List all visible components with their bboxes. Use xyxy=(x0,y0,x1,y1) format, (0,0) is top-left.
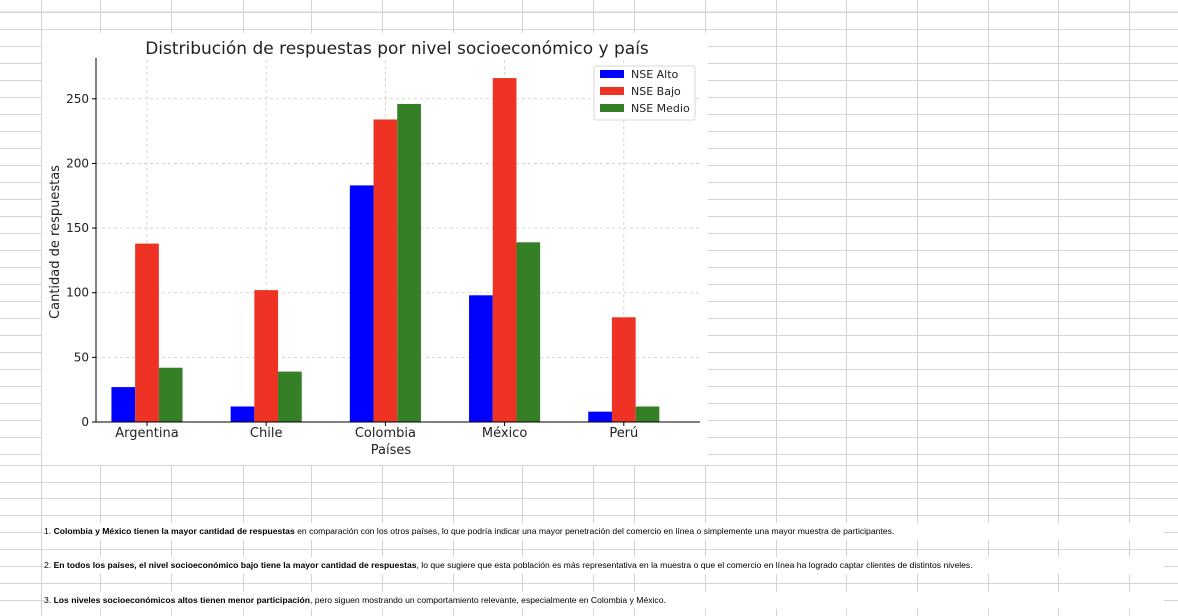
legend-swatch xyxy=(600,87,624,95)
legend-label: NSE Medio xyxy=(631,102,690,115)
y-axis-label: Cantidad de respuestas xyxy=(48,165,63,319)
y-tick-label: 250 xyxy=(66,92,89,106)
legend-label: NSE Alto xyxy=(631,68,679,81)
bar-colombia-nse-alto xyxy=(349,185,374,422)
note-2-number: 2. xyxy=(44,560,52,570)
bar-colombia-nse-medio xyxy=(397,103,421,422)
y-tick-label: 0 xyxy=(81,415,89,429)
chart-title: Distribución de respuestas por nivel soc… xyxy=(145,39,649,59)
note-3-bold: Los niveles socioeconómicos altos tienen… xyxy=(53,595,311,605)
bar-perú-nse-bajo xyxy=(611,317,636,422)
bar-argentina-nse-bajo xyxy=(135,243,159,422)
x-tick-label-perú: Perú xyxy=(609,426,638,441)
bar-méxico-nse-alto xyxy=(469,295,493,422)
legend-swatch xyxy=(600,70,624,78)
note-3-number: 3. xyxy=(44,595,52,605)
y-tick-labels: 0 50 100 150 200 250 xyxy=(66,92,89,429)
bar-colombia-nse-bajo xyxy=(373,119,398,422)
x-tick-labels: Argentina Chile Colombia México Perú xyxy=(115,426,638,441)
x-tick-label-colombia: Colombia xyxy=(355,426,416,441)
x-tick-label-méxico: México xyxy=(482,426,527,441)
chart-bars xyxy=(111,78,660,422)
x-tick-label-argentina: Argentina xyxy=(115,426,178,441)
bar-méxico-nse-medio xyxy=(516,242,541,422)
bar-méxico-nse-bajo xyxy=(492,78,517,422)
legend-label: NSE Bajo xyxy=(631,85,681,98)
chart-axes xyxy=(92,58,700,426)
note-2[interactable]: 2. En todos los países, el nivel socioec… xyxy=(44,557,1164,574)
note-1-bold: Colombia y México tienen la mayor cantid… xyxy=(53,526,295,536)
bar-argentina-nse-medio xyxy=(158,367,183,422)
bar-argentina-nse-alto xyxy=(111,387,136,422)
note-1[interactable]: 1. Colombia y México tienen la mayor can… xyxy=(44,523,1164,540)
bar-chart[interactable]: 0 50 100 150 200 250 Argentina Chile Colombia Mé… xyxy=(42,33,708,465)
note-1-number: 1. xyxy=(44,526,52,536)
y-tick-label: 50 xyxy=(74,350,89,364)
note-3-text: , pero siguen mostrando un comportamient… xyxy=(310,595,666,605)
note-2-bold: En todos los países, el nivel socioeconó… xyxy=(53,560,417,570)
x-axis-label: Países xyxy=(371,443,412,458)
bar-chile-nse-bajo xyxy=(254,290,279,422)
bar-chile-nse-medio xyxy=(278,371,302,422)
chart-legend: NSE Alto NSE Bajo NSE Medio xyxy=(593,65,696,121)
legend-swatch xyxy=(600,104,624,112)
bar-chile-nse-alto xyxy=(230,406,255,422)
x-tick-label-chile: Chile xyxy=(250,426,283,441)
note-3[interactable]: 3. Los niveles socioeconómicos altos tie… xyxy=(44,592,1164,609)
note-1-text: en comparación con los otros países, lo … xyxy=(294,526,895,536)
bar-perú-nse-medio xyxy=(635,406,660,422)
note-2-text: , lo que sugiere que esta población es m… xyxy=(416,560,973,570)
bar-perú-nse-alto xyxy=(588,411,612,422)
y-tick-label: 150 xyxy=(66,221,89,235)
y-tick-label: 200 xyxy=(66,156,89,170)
y-tick-label: 100 xyxy=(66,286,89,300)
